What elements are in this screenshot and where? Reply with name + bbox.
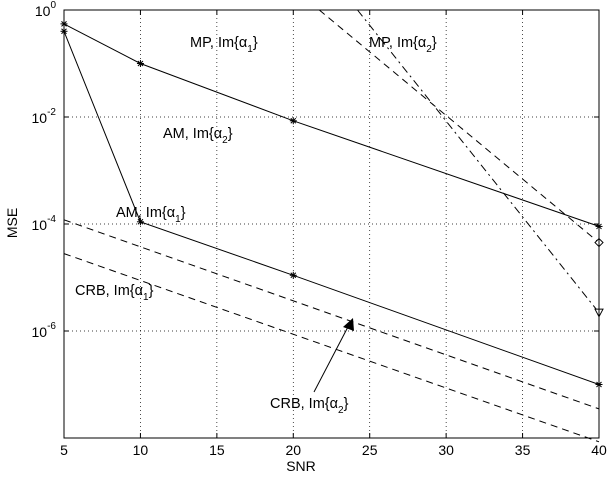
series-line-mp1 <box>319 10 599 243</box>
x-tick-label: 10 <box>133 442 149 458</box>
annotation-am2: AM, Im{α2} <box>163 126 233 146</box>
star-marker <box>290 117 297 124</box>
star-marker <box>290 272 297 279</box>
series-line-mp2 <box>358 10 600 313</box>
series-line-crb1 <box>64 254 599 442</box>
x-tick-label: 40 <box>591 442 607 458</box>
x-tick-label: 15 <box>209 442 225 458</box>
star-marker <box>137 60 144 67</box>
series-line-crb2 <box>64 220 599 409</box>
x-tick-label: 5 <box>60 442 68 458</box>
y-axis-label: MSE <box>4 208 20 238</box>
tick-layer: 5 10 15 20 25 30 35 40 100 10-2 10-4 10-6 <box>32 0 607 458</box>
annotation-crb1: CRB, Im{α1} <box>75 283 154 303</box>
x-tick-label: 20 <box>285 442 301 458</box>
annotation-crb2: CRB, Im{α2} <box>270 396 349 416</box>
y-tick-label: 10-2 <box>32 107 57 126</box>
series-line-am2 <box>64 24 599 227</box>
annotation-am1: AM, Im{α1} <box>116 205 186 225</box>
x-tick-label: 25 <box>362 442 378 458</box>
y-tick-label: 100 <box>35 0 57 19</box>
annotation-mp2: MP, Im{α2} <box>369 35 437 55</box>
y-tick-label: 10-4 <box>32 214 57 233</box>
grid <box>64 10 599 438</box>
annotation-mp1: MP, Im{α1} <box>190 35 258 55</box>
series-layer <box>64 10 599 442</box>
y-tick-label: 10-6 <box>32 321 57 340</box>
annotation-layer: MP, Im{α1} MP, Im{α2} AM, Im{α2} AM, Im{α1}… <box>75 35 437 416</box>
x-tick-label: 35 <box>515 442 531 458</box>
crb2-arrow <box>314 318 354 392</box>
x-tick-label: 30 <box>438 442 454 458</box>
x-axis-label: SNR <box>286 458 316 474</box>
